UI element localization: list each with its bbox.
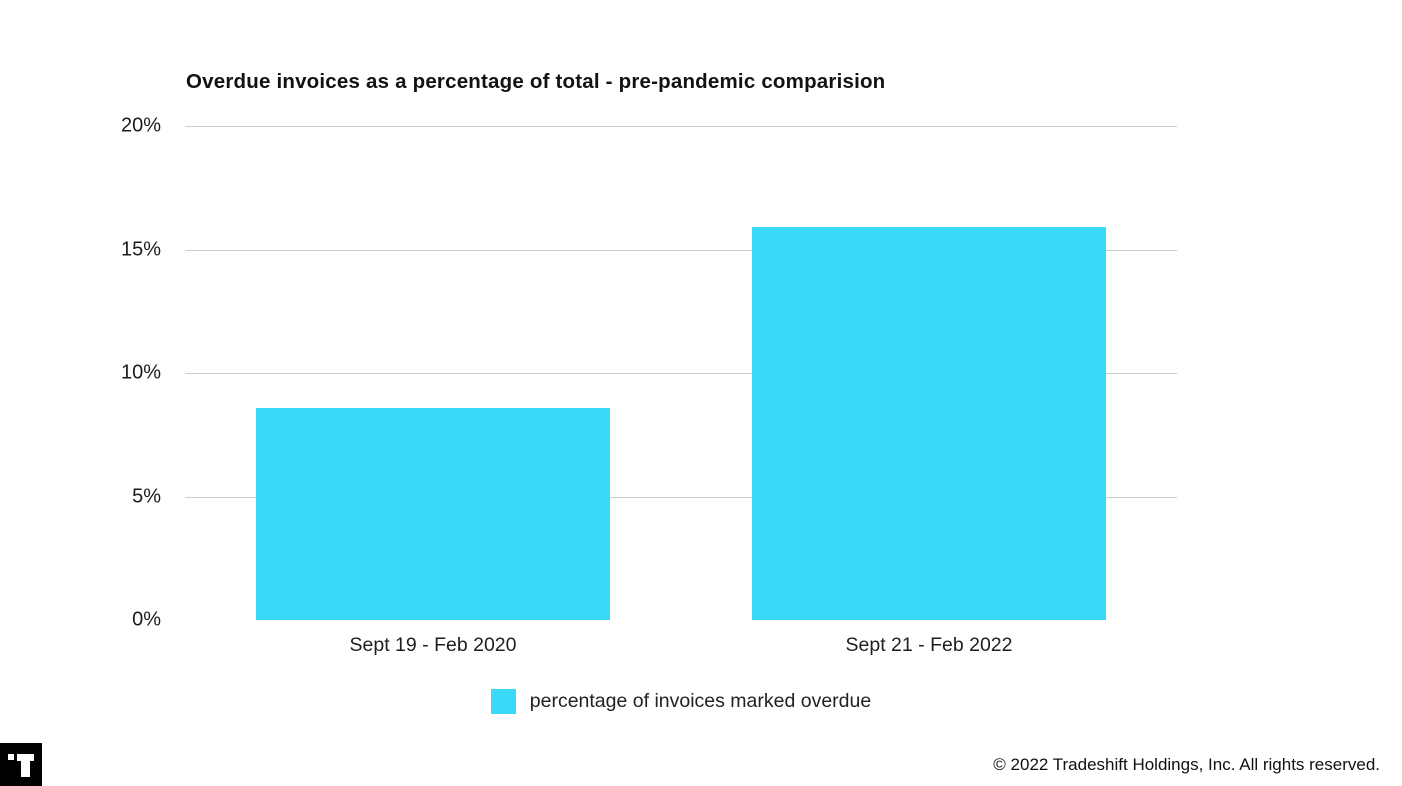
gridline-10%: [185, 373, 1177, 374]
logo-dot-mark: [8, 754, 14, 760]
logo-t-stem: [21, 754, 30, 777]
copyright-text: © 2022 Tradeshift Holdings, Inc. All rig…: [993, 755, 1380, 774]
y-tick-label: 10%: [120, 361, 161, 384]
bar: [751, 227, 1107, 620]
x-axis: Sept 19 - Feb 2020 Sept 21 - Feb 2022: [185, 634, 1177, 664]
tradeshift-logo: [0, 743, 42, 786]
y-tick-label: 5%: [132, 485, 161, 507]
gridline-20%: [185, 126, 1177, 127]
gridline-15%: [185, 249, 1177, 251]
chart-title: Overdue invoices as a percentage of tota…: [186, 70, 886, 93]
plot-area: [185, 126, 1177, 620]
legend-label: percentage of invoices marked overdue: [529, 690, 872, 712]
y-axis: 20% 15% 10% 5% 0%: [0, 115, 161, 631]
x-category-label: Sept 21 - Feb 2022: [845, 634, 1013, 656]
gridline-5%: [185, 496, 1177, 498]
y-tick-label: 15%: [120, 238, 161, 260]
legend-swatch: [490, 689, 516, 714]
y-tick-label: 0%: [132, 608, 161, 631]
x-category-label: Sept 19 - Feb 2020: [349, 634, 517, 656]
bar: [255, 407, 611, 620]
legend: percentage of invoices marked overdue: [185, 689, 1177, 714]
y-tick-label: 20%: [120, 114, 161, 137]
